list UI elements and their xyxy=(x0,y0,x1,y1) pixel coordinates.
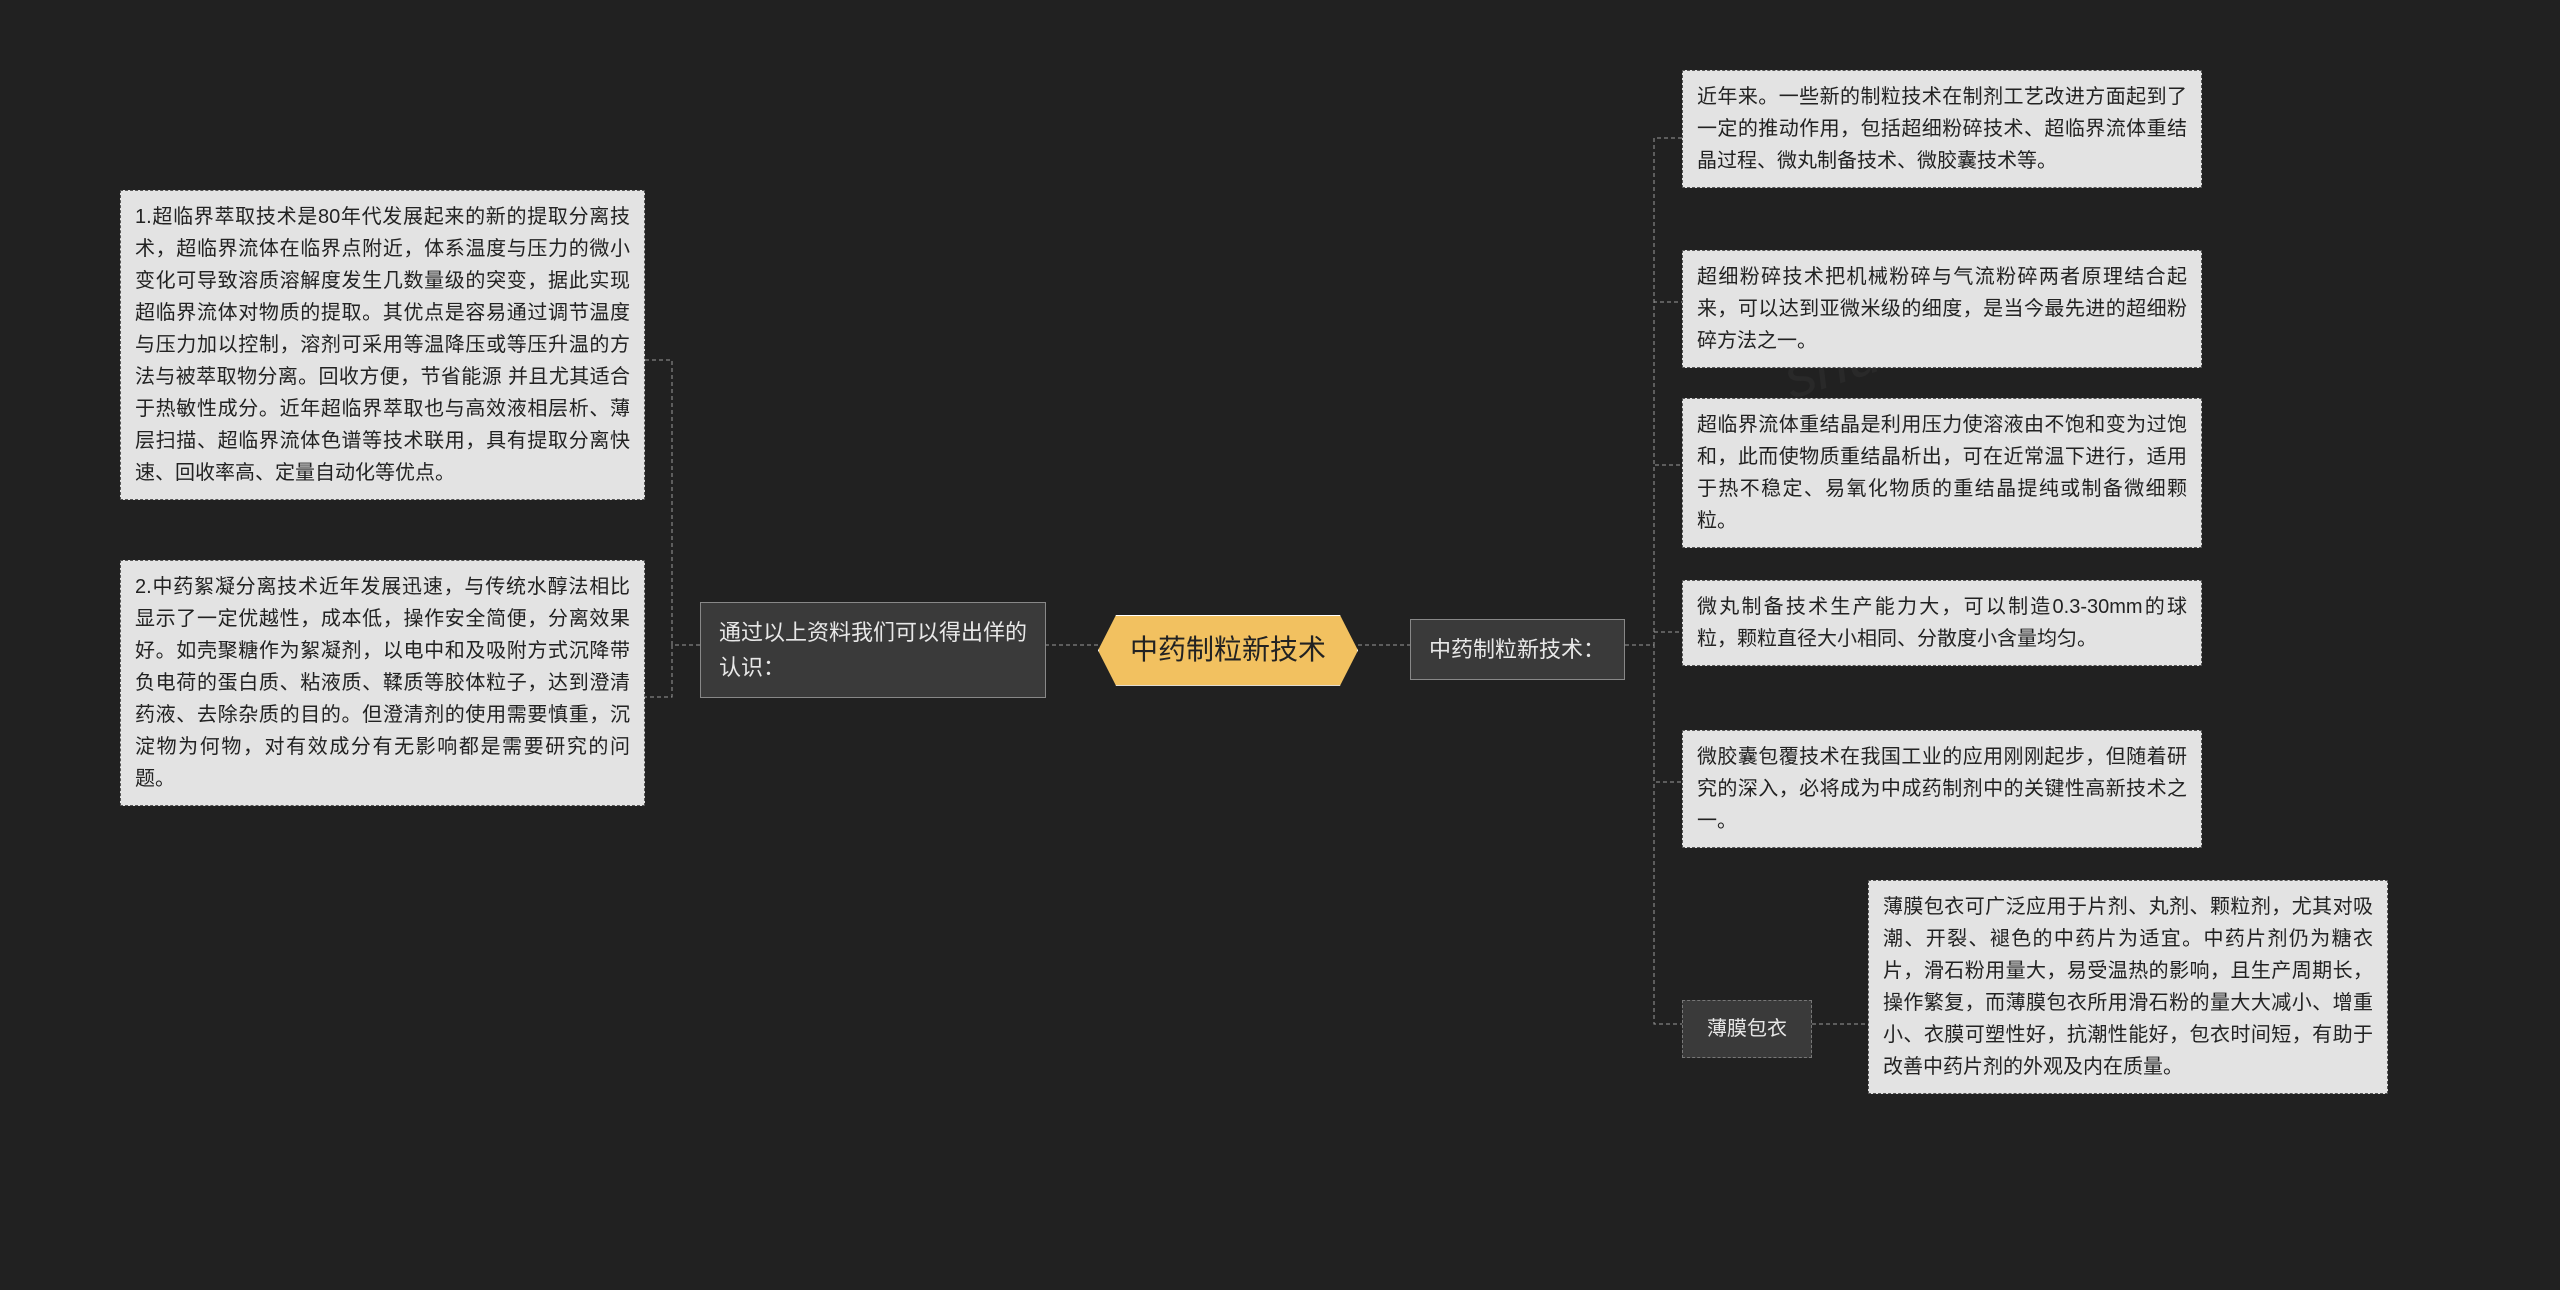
right-leaf-4: 微丸制备技术生产能力大，可以制造0.3-30mm的球粒，颗粒直径大小相同、分散度… xyxy=(1682,580,2202,666)
root-node: 中药制粒新技术 xyxy=(1098,615,1358,686)
left-branch-node: 通过以上资料我们可以得出佯的认识： xyxy=(700,602,1046,698)
left-branch-label: 通过以上资料我们可以得出佯的认识： xyxy=(719,620,1027,680)
right-leaf-6: 薄膜包衣可广泛应用于片剂、丸剂、颗粒剂，尤其对吸潮、开裂、褪色的中药片为适宜。中… xyxy=(1868,880,2388,1094)
right-branch-node: 中药制粒新技术： xyxy=(1410,619,1625,680)
right-leaf-2-text: 超细粉碎技术把机械粉碎与气流粉碎两者原理结合起来，可以达到亚微米级的细度，是当今… xyxy=(1697,266,2187,352)
right-leaf-3: 超临界流体重结晶是利用压力使溶液由不饱和变为过饱和，此而使物质重结晶析出，可在近… xyxy=(1682,398,2202,548)
right-leaf-6-text: 薄膜包衣可广泛应用于片剂、丸剂、颗粒剂，尤其对吸潮、开裂、褪色的中药片为适宜。中… xyxy=(1883,896,2373,1078)
root-title: 中药制粒新技术 xyxy=(1130,634,1326,665)
right-leaf-1: 近年来。一些新的制粒技术在制剂工艺改进方面起到了一定的推动作用，包括超细粉碎技术… xyxy=(1682,70,2202,188)
right-sub-node: 薄膜包衣 xyxy=(1682,1000,1812,1058)
right-leaf-5: 微胶囊包覆技术在我国工业的应用刚刚起步，但随着研究的深入，必将成为中成药制剂中的… xyxy=(1682,730,2202,848)
right-leaf-3-text: 超临界流体重结晶是利用压力使溶液由不饱和变为过饱和，此而使物质重结晶析出，可在近… xyxy=(1697,414,2187,532)
left-leaf-1: 1.超临界萃取技术是80年代发展起来的新的提取分离技术，超临界流体在临界点附近，… xyxy=(120,190,645,500)
left-leaf-1-text: 1.超临界萃取技术是80年代发展起来的新的提取分离技术，超临界流体在临界点附近，… xyxy=(135,206,630,484)
right-sub-label: 薄膜包衣 xyxy=(1707,1018,1787,1040)
right-leaf-1-text: 近年来。一些新的制粒技术在制剂工艺改进方面起到了一定的推动作用，包括超细粉碎技术… xyxy=(1697,86,2187,172)
right-leaf-5-text: 微胶囊包覆技术在我国工业的应用刚刚起步，但随着研究的深入，必将成为中成药制剂中的… xyxy=(1697,746,2187,832)
left-leaf-2-text: 2.中药絮凝分离技术近年发展迅速，与传统水醇法相比显示了一定优越性，成本低，操作… xyxy=(135,576,630,790)
left-leaf-2: 2.中药絮凝分离技术近年发展迅速，与传统水醇法相比显示了一定优越性，成本低，操作… xyxy=(120,560,645,806)
right-branch-label: 中药制粒新技术： xyxy=(1429,637,1605,662)
right-leaf-4-text: 微丸制备技术生产能力大，可以制造0.3-30mm的球粒，颗粒直径大小相同、分散度… xyxy=(1697,596,2187,650)
right-leaf-2: 超细粉碎技术把机械粉碎与气流粉碎两者原理结合起来，可以达到亚微米级的细度，是当今… xyxy=(1682,250,2202,368)
